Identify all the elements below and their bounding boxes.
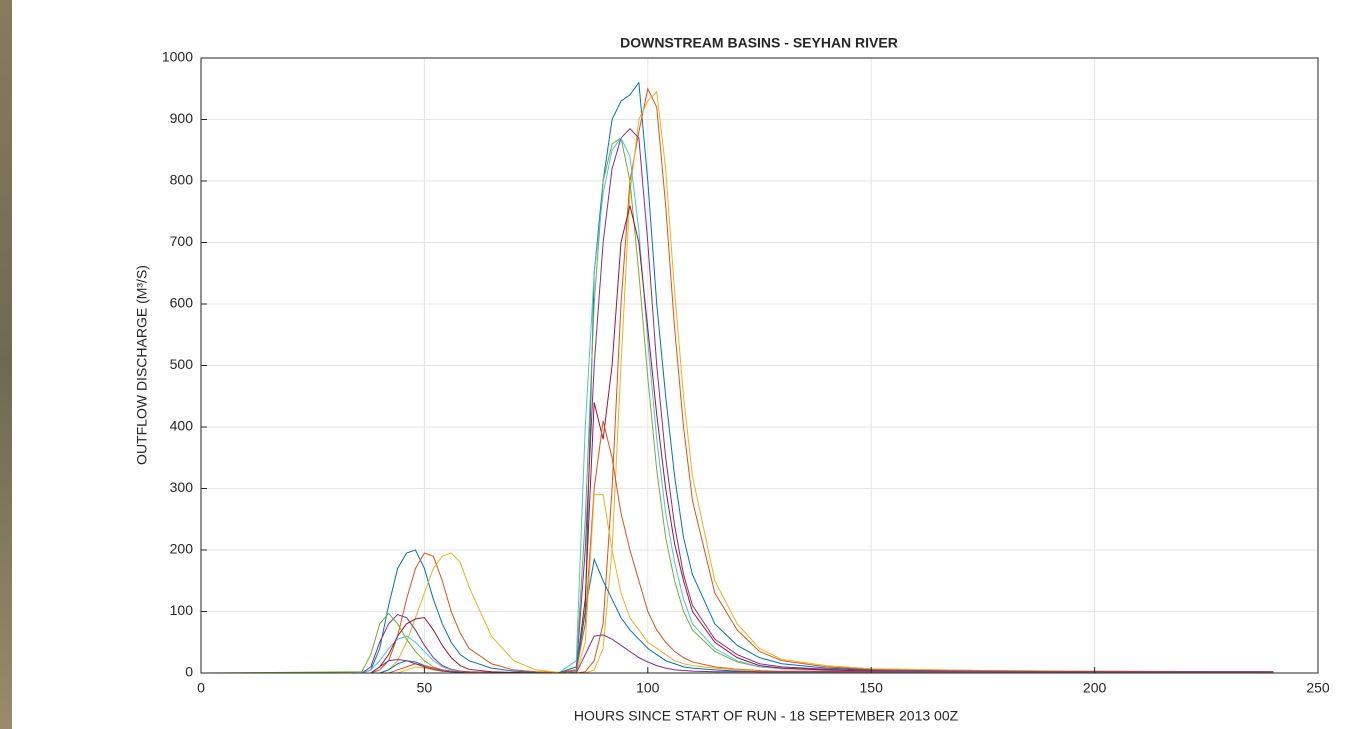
data-line <box>201 494 1274 674</box>
lines <box>200 81 1274 674</box>
data-line <box>201 136 1274 674</box>
y-tick-label: 600 <box>170 295 194 311</box>
ticks: 0 100 200 300 400 500 600 700 800 900 1000 0 50 100 15… <box>162 49 1330 696</box>
y-tick-label: 700 <box>170 233 194 249</box>
data-line <box>201 420 1274 674</box>
data-line <box>201 128 1274 674</box>
figure-background <box>12 0 1360 729</box>
y-tick-label: 500 <box>170 356 194 372</box>
x-tick-label: 100 <box>636 680 660 696</box>
y-tick-label: 100 <box>170 602 194 618</box>
x-tick-label: 200 <box>1083 680 1107 696</box>
y-tick-label: 1000 <box>162 49 193 65</box>
x-tick-label: 50 <box>417 680 433 696</box>
y-tick-label: 300 <box>170 479 194 495</box>
x-tick-label: 150 <box>860 680 884 696</box>
y-tick-label: 200 <box>170 541 194 557</box>
data-line <box>201 87 1274 674</box>
map-background <box>0 0 12 729</box>
y-tick-label: 400 <box>170 418 194 434</box>
y-tick-label: 0 <box>185 664 193 680</box>
data-line <box>201 634 1274 674</box>
y-tick-label: 800 <box>170 172 194 188</box>
x-tick-label: 0 <box>197 680 205 696</box>
y-axis-label: OUTFLOW DISCHARGE (M³/S) <box>134 265 150 465</box>
chart-title: DOWNSTREAM BASINS - SEYHAN RIVER <box>620 35 898 51</box>
x-axis-label: HOURS SINCE START OF RUN - 18 SEPTEMBER … <box>574 708 959 724</box>
data-line <box>201 205 1274 674</box>
data-line <box>200 137 1274 674</box>
y-tick-label: 900 <box>170 110 194 126</box>
x-tick-label: 250 <box>1306 680 1330 696</box>
